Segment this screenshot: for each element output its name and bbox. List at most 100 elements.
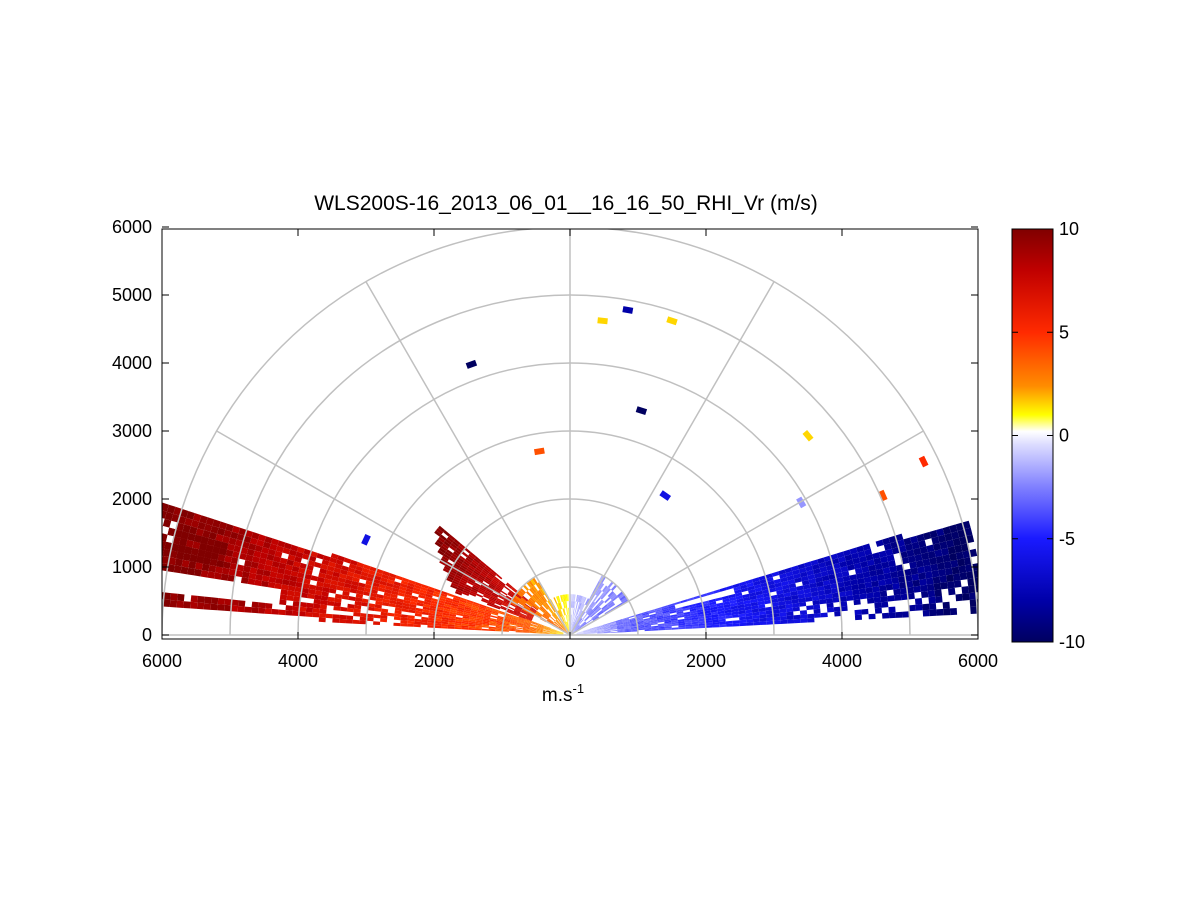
- data-cell-west: [319, 617, 326, 622]
- colorbar-tick-label: -5: [1059, 529, 1075, 549]
- x-axis-label-superscript: -1: [573, 681, 585, 696]
- data-cell-east: [913, 586, 921, 593]
- data-cell-east: [880, 591, 887, 597]
- data-cell-west: [222, 568, 230, 575]
- data-cell-east: [760, 618, 767, 622]
- colorbar-gradient: [1012, 229, 1053, 642]
- data-cell-west: [306, 603, 313, 608]
- data-cell-east: [896, 612, 903, 618]
- data-cell-west: [143, 598, 150, 606]
- data-cell-east: [826, 598, 833, 603]
- data-cell-east: [936, 556, 944, 564]
- data-cell-east: [865, 582, 873, 588]
- data-cell-east: [753, 618, 760, 622]
- data-cell-east: [923, 610, 930, 617]
- data-cell-west: [183, 601, 190, 608]
- data-cell-west: [347, 608, 354, 613]
- data-cell-west: [400, 623, 407, 626]
- data-cell-east: [925, 571, 933, 578]
- data-cell-east: [814, 609, 821, 614]
- scatter-gate: [597, 317, 608, 324]
- y-tick-label: 5000: [112, 285, 152, 305]
- data-cell-east: [854, 599, 861, 605]
- data-cell-west: [153, 531, 161, 540]
- data-cell-west: [217, 604, 224, 611]
- data-cell-west: [194, 569, 202, 577]
- data-cell-west: [149, 598, 156, 606]
- data-cell-west: [265, 608, 272, 614]
- data-cell-west: [252, 602, 259, 608]
- data-cell-west: [197, 602, 204, 609]
- data-cell-west: [319, 609, 326, 614]
- data-cell-east: [794, 615, 801, 620]
- data-cell-west: [278, 610, 285, 616]
- data-cell-east: [935, 589, 943, 596]
- data-cell-east: [872, 586, 880, 592]
- data-cell-west: [191, 595, 198, 602]
- data-cell-east: [746, 619, 753, 623]
- data-cell-east: [726, 624, 733, 627]
- data-cell-east: [874, 597, 881, 603]
- data-cell-east: [813, 604, 820, 609]
- data-cell-west: [367, 614, 374, 618]
- data-cell-east: [927, 584, 935, 591]
- data-cell-east: [827, 607, 834, 612]
- data-cell-west: [414, 624, 421, 627]
- data-cell-east: [746, 622, 753, 626]
- data-cell-west: [190, 602, 197, 609]
- data-cell-west: [251, 607, 258, 613]
- data-cell-east: [918, 572, 926, 579]
- data-cell-east: [916, 604, 923, 611]
- data-cell-east: [944, 561, 952, 569]
- data-cell-east: [943, 554, 951, 562]
- data-cell-west: [188, 561, 196, 569]
- data-cell-east: [956, 552, 964, 560]
- svg-text:m.s-1: m.s-1: [542, 681, 584, 706]
- data-cell-east: [921, 591, 928, 598]
- data-cell-east: [957, 558, 965, 566]
- data-cell-west: [286, 605, 293, 611]
- data-cell-east: [760, 621, 767, 625]
- data-cell-west: [177, 594, 184, 601]
- data-cell-west: [400, 620, 407, 623]
- data-cell-west: [428, 623, 435, 626]
- data-cell-east: [917, 566, 925, 573]
- data-cell-west: [143, 590, 151, 598]
- data-cell-east: [786, 612, 793, 617]
- data-cell-east: [869, 614, 876, 620]
- data-cell-west: [333, 614, 340, 619]
- data-cell-east: [794, 619, 801, 623]
- data-cell-east: [739, 620, 746, 624]
- data-cell-east: [846, 595, 853, 601]
- data-cell-east: [787, 619, 794, 623]
- data-cell-west: [339, 619, 346, 623]
- data-cell-east: [867, 598, 874, 604]
- colorbar-tick-label: -10: [1059, 632, 1085, 652]
- data-cell-west-far: [176, 552, 184, 560]
- data-cell-west: [207, 571, 215, 578]
- data-cell-east: [706, 623, 713, 626]
- data-cell-east: [912, 574, 920, 581]
- data-cell-west: [177, 601, 184, 608]
- data-cell-east: [759, 614, 766, 618]
- data-cell-west: [354, 609, 361, 614]
- data-cell-west: [346, 615, 353, 619]
- data-cell-east: [939, 575, 947, 583]
- data-cell-west: [285, 610, 292, 616]
- data-cell-west: [183, 553, 191, 561]
- data-cell-east: [685, 627, 692, 629]
- data-cell-west: [208, 565, 216, 573]
- data-cell-west: [407, 624, 414, 627]
- data-cell-west: [170, 600, 177, 608]
- data-cell-east: [812, 600, 819, 605]
- data-cell-east: [922, 604, 929, 611]
- data-cell-west: [214, 572, 222, 579]
- data-cell-east: [774, 620, 781, 624]
- data-cell-west: [174, 565, 182, 573]
- data-cell-west: [258, 608, 265, 614]
- data-cell-west: [258, 602, 265, 608]
- data-cell-east: [891, 577, 899, 584]
- data-cell-east: [855, 610, 862, 616]
- data-cell-east: [928, 590, 936, 597]
